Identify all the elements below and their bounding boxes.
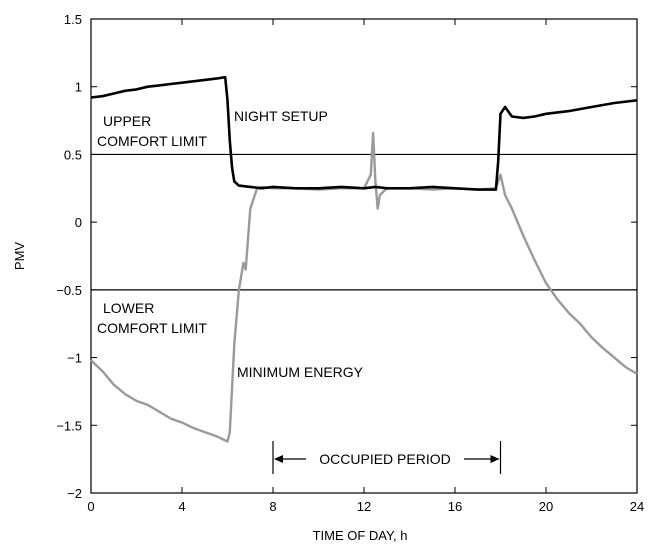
x-tick-label: 0 [87,499,94,514]
occupied-arrow-left-head [274,455,283,463]
x-tick-label: 8 [269,499,276,514]
annotations: NIGHT SETUP UPPER COMFORT LIMIT LOWER CO… [97,108,502,474]
y-tick-label: 0.5 [64,147,82,162]
upper-limit-label-line1: UPPER [103,113,151,129]
plot-area [90,18,638,494]
x-tick-label: 4 [178,499,185,514]
lower-limit-label-line2: COMFORT LIMIT [97,320,207,336]
plot-border [90,18,638,494]
upper-limit-label-line2: COMFORT LIMIT [97,133,207,149]
night-setup-line [90,75,638,191]
series-lines [90,75,638,443]
occupied-period-label: OCCUPIED PERIOD [319,451,450,467]
axis-ticks: 0 4 8 12 16 20 24 −2 −1.5 −1 −0.5 0 0.5 1 1.5 [56,12,644,514]
x-tick-label: 24 [630,499,644,514]
comfort-limit-lines [91,153,637,291]
occupied-arrow-right-head [490,455,500,463]
night-setup-label: NIGHT SETUP [234,108,328,124]
y-tick-label: 0 [75,215,82,230]
minimum-energy-label: MINIMUM ENERGY [237,364,364,380]
minimum-energy-line [90,131,638,443]
y-tick-label: −0.5 [56,283,82,298]
x-axis-label: TIME OF DAY, h [313,528,408,543]
y-tick-label: −1.5 [56,418,82,433]
x-tick-label: 16 [448,499,462,514]
y-tick-label: −2 [67,486,82,501]
y-tick-label: 1.5 [64,12,82,27]
y-tick-label: 1 [75,80,82,95]
x-tick-label: 12 [357,499,371,514]
lower-limit-label-line1: LOWER [103,300,154,316]
x-tick-label: 20 [539,499,553,514]
y-tick-label: −1 [67,351,82,366]
y-axis-label: PMV [12,242,27,271]
